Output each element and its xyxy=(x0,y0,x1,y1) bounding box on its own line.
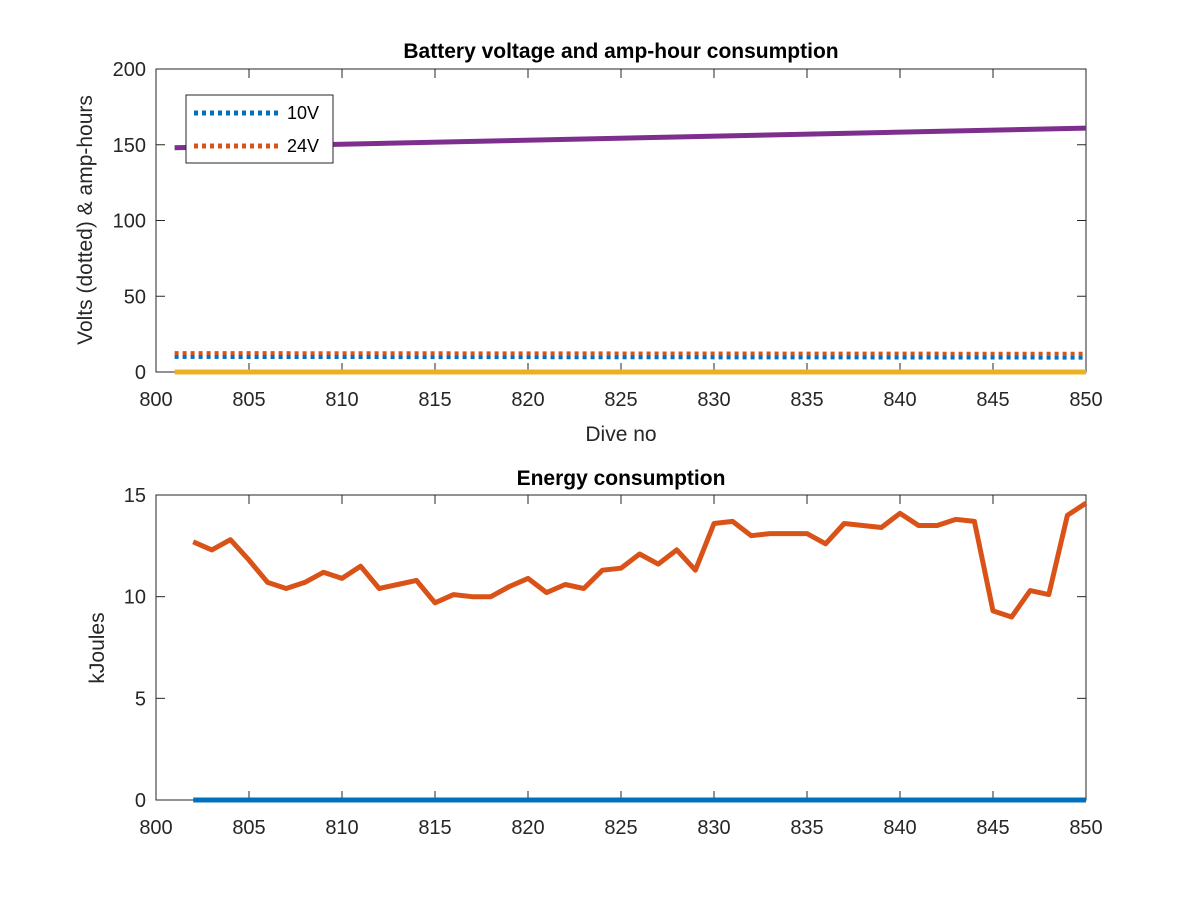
x-tick-label: 830 xyxy=(697,817,730,839)
x-tick-label: 820 xyxy=(511,389,544,411)
y-tick-label: 50 xyxy=(124,286,146,308)
x-tick-label: 815 xyxy=(418,389,451,411)
x-tick-label: 845 xyxy=(976,817,1009,839)
y-tick-label: 5 xyxy=(135,688,146,710)
axes-energy: Energy consumption kJoules 800 805 810 815 8… xyxy=(86,467,1103,839)
x-tick-label: 840 xyxy=(883,817,916,839)
x-tick-label: 835 xyxy=(790,817,823,839)
x-tick-label: 820 xyxy=(511,817,544,839)
x-tick-label: 830 xyxy=(697,389,730,411)
x-tick-label: 850 xyxy=(1069,389,1102,411)
x-tick-label: 805 xyxy=(232,817,265,839)
x-tick-label: 825 xyxy=(604,389,637,411)
x-tick-label: 800 xyxy=(139,389,172,411)
y-axis-label-2: kJoules xyxy=(86,612,109,683)
x-tick-label: 825 xyxy=(604,817,637,839)
legend: 10V 24V xyxy=(185,94,334,164)
legend-box xyxy=(185,94,334,164)
legend-label-10v: 10V xyxy=(287,103,319,123)
x-tick-label: 810 xyxy=(325,817,358,839)
chart-title-2: Energy consumption xyxy=(517,467,726,490)
ticks-1: 800 805 810 815 820 825 830 835 840 845 850 0 50 100 1… xyxy=(113,59,1103,411)
y-tick-label: 15 xyxy=(124,485,146,507)
x-tick-label: 835 xyxy=(790,389,823,411)
plot-area-2 xyxy=(155,494,1087,801)
y-tick-label: 10 xyxy=(124,587,146,609)
x-axis-label-1: Dive no xyxy=(585,423,656,446)
x-tick-label: 800 xyxy=(139,817,172,839)
series-line-line-0 xyxy=(192,501,1088,620)
y-tick-label: 0 xyxy=(135,362,146,384)
y-tick-label: 200 xyxy=(113,59,146,81)
axes-voltage-amphours: Battery voltage and amp-hour consumption… xyxy=(74,40,1103,446)
y-tick-label: 100 xyxy=(113,211,146,233)
x-tick-label: 810 xyxy=(325,389,358,411)
y-axis-label-1: Volts (dotted) & amp-hours xyxy=(74,95,97,345)
y-tick-label: 150 xyxy=(113,135,146,157)
x-tick-label: 840 xyxy=(883,389,916,411)
x-tick-label: 805 xyxy=(232,389,265,411)
x-tick-label: 850 xyxy=(1069,817,1102,839)
chart-title-1: Battery voltage and amp-hour consumption xyxy=(403,40,838,63)
x-tick-label: 815 xyxy=(418,817,451,839)
y-tick-label: 0 xyxy=(135,790,146,812)
legend-label-24v: 24V xyxy=(287,136,319,156)
series-group-2 xyxy=(192,501,1088,803)
ticks-2: 800 805 810 815 820 825 830 835 840 845 850 0 5 10 15 xyxy=(124,485,1103,839)
x-tick-label: 845 xyxy=(976,389,1009,411)
